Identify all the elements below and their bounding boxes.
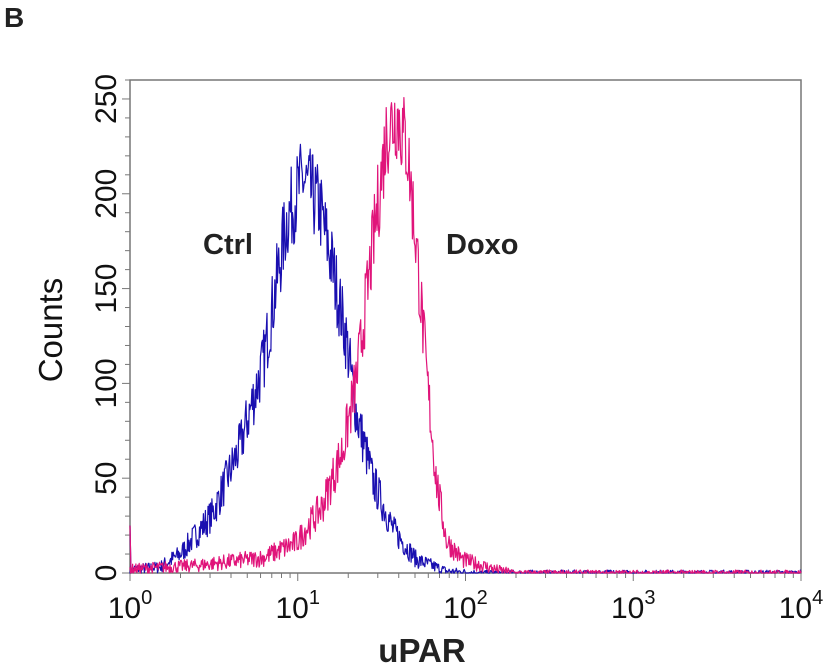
y-tick-label: 50 (90, 462, 123, 495)
plot-frame (129, 79, 802, 574)
series-line-doxo (129, 97, 802, 574)
y-axis-label: Counts (32, 278, 69, 383)
x-axis-label: uPAR (378, 632, 466, 667)
y-axis: 0 50 100 150 200 250 (90, 74, 130, 581)
x-axis: 100 101 102 103 104 (108, 573, 824, 625)
x-tick-label: 101 (276, 587, 321, 625)
x-tick-label: 102 (443, 587, 488, 625)
y-tick-label: 200 (90, 169, 123, 219)
x-tick-label: 103 (611, 587, 656, 625)
x-tick-label: 104 (779, 587, 824, 625)
panel-label: B (4, 2, 24, 33)
y-tick-label: 250 (90, 74, 123, 124)
annotation-doxo: Doxo (446, 229, 519, 261)
y-tick-label: 150 (90, 264, 123, 314)
series-group (129, 97, 802, 574)
y-tick-label: 100 (90, 358, 123, 408)
x-tick-label: 100 (108, 587, 153, 625)
annotation-ctrl: Ctrl (203, 229, 253, 261)
y-tick-label: 0 (90, 565, 123, 582)
series-line-ctrl (129, 143, 802, 574)
